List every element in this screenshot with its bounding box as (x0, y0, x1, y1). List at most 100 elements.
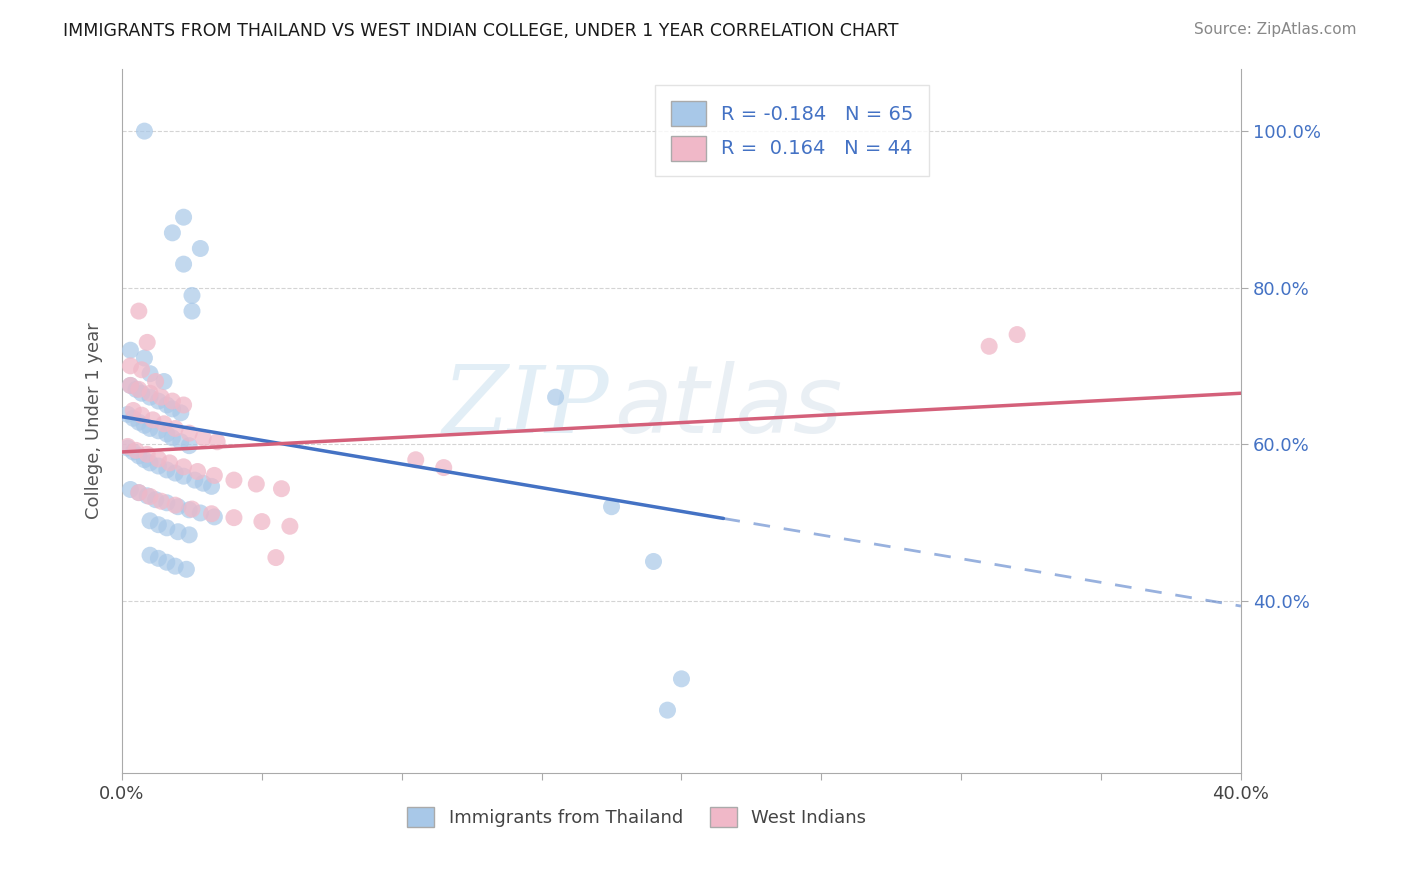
Point (122, 445, 145, 459)
Point (128, 382, 150, 396)
Point (167, 500, 190, 514)
Point (136, 447, 159, 461)
Point (278, 519, 301, 533)
Point (148, 458, 170, 473)
Point (142, 413, 165, 427)
Point (170, 434, 193, 449)
Point (600, 500, 623, 514)
Point (433, 460, 456, 475)
Point (200, 507, 222, 521)
Point (120, 483, 142, 497)
Point (125, 443, 148, 458)
Point (117, 408, 139, 422)
Point (405, 452, 427, 467)
Point (162, 431, 184, 445)
Point (148, 551, 170, 566)
Point (134, 124, 156, 138)
Point (150, 390, 173, 404)
Point (128, 449, 150, 463)
Point (128, 415, 150, 429)
Point (120, 359, 142, 373)
Point (134, 351, 156, 365)
Point (176, 562, 198, 576)
Point (187, 465, 209, 479)
Point (139, 421, 162, 435)
Point (205, 434, 228, 449)
Point (153, 375, 176, 389)
Point (190, 506, 212, 520)
Point (544, 390, 567, 404)
Point (191, 431, 214, 445)
Point (139, 490, 162, 504)
Point (134, 452, 156, 467)
Text: IMMIGRANTS FROM THAILAND VS WEST INDIAN COLLEGE, UNDER 1 YEAR CORRELATION CHART: IMMIGRANTS FROM THAILAND VS WEST INDIAN … (63, 22, 898, 40)
Point (173, 257, 195, 271)
Point (184, 473, 207, 487)
Point (202, 509, 225, 524)
Point (162, 226, 184, 240)
Point (139, 514, 162, 528)
Point (643, 554, 665, 568)
Point (139, 390, 162, 404)
Point (222, 473, 245, 487)
Point (191, 476, 214, 491)
Point (117, 440, 139, 454)
Point (148, 424, 170, 438)
Point (181, 304, 204, 318)
Point (162, 401, 184, 416)
Point (245, 477, 267, 491)
Point (179, 439, 201, 453)
Point (117, 441, 139, 455)
Point (134, 418, 156, 433)
Point (148, 517, 170, 532)
Point (200, 479, 222, 493)
Point (139, 386, 162, 401)
Point (156, 426, 179, 441)
Point (270, 482, 292, 496)
Point (145, 375, 167, 389)
Point (136, 489, 159, 503)
Point (131, 363, 153, 377)
Point (153, 417, 176, 431)
Point (156, 555, 179, 569)
Point (165, 559, 187, 574)
Point (156, 398, 179, 412)
Point (150, 494, 173, 508)
Point (120, 378, 142, 392)
Point (170, 406, 193, 420)
Point (250, 515, 273, 529)
Point (162, 394, 184, 409)
Point (179, 528, 201, 542)
Point (202, 468, 225, 483)
Point (156, 463, 179, 477)
Point (179, 426, 201, 441)
Point (136, 335, 159, 350)
Point (156, 496, 179, 510)
Point (156, 521, 179, 535)
Point (165, 421, 187, 435)
Point (190, 242, 212, 256)
Point (139, 367, 162, 381)
Point (131, 408, 153, 422)
Point (131, 386, 153, 401)
Point (145, 492, 167, 507)
Point (148, 394, 170, 409)
Point (181, 288, 204, 302)
Point (222, 510, 245, 524)
Point (139, 548, 162, 562)
Point (657, 703, 679, 717)
Point (173, 459, 195, 474)
Point (148, 452, 170, 467)
Point (181, 502, 204, 516)
Text: Source: ZipAtlas.com: Source: ZipAtlas.com (1194, 22, 1357, 37)
Point (173, 469, 195, 483)
Point (671, 672, 693, 686)
Point (120, 378, 142, 392)
Point (122, 403, 145, 417)
Legend: Immigrants from Thailand, West Indians: Immigrants from Thailand, West Indians (399, 800, 873, 834)
Y-axis label: College, Under 1 year: College, Under 1 year (86, 322, 103, 519)
Point (139, 456, 162, 470)
Point (979, 339, 1001, 353)
Point (128, 485, 150, 500)
Point (128, 485, 150, 500)
